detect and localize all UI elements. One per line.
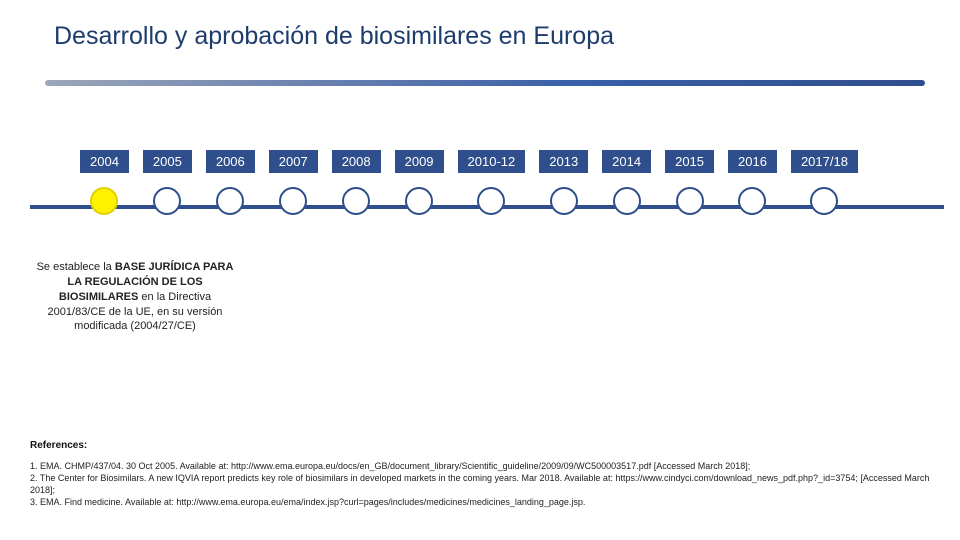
callout-text-pre: Se establece la xyxy=(37,261,115,273)
page-title: Desarrollo y aprobación de biosimilares … xyxy=(54,22,614,51)
timeline-dot xyxy=(279,187,307,215)
reference-line: 1. EMA. CHMP/437/04. 30 Oct 2005. Availa… xyxy=(30,460,940,472)
timeline-item: 2009 xyxy=(395,150,444,215)
timeline-dot xyxy=(550,187,578,215)
timeline-dot xyxy=(216,187,244,215)
year-box: 2014 xyxy=(602,150,651,173)
references-heading: References: xyxy=(30,440,87,451)
timeline-item: 2004 xyxy=(80,150,129,215)
timeline-dot xyxy=(405,187,433,215)
timeline: 2004 2005 2006 2007 2008 2009 2010-12 2 xyxy=(0,150,960,270)
timeline-dot xyxy=(676,187,704,215)
year-box: 2004 xyxy=(80,150,129,173)
year-box: 2015 xyxy=(665,150,714,173)
timeline-dot xyxy=(90,187,118,215)
timeline-items: 2004 2005 2006 2007 2008 2009 2010-12 2 xyxy=(80,150,940,270)
timeline-item: 2014 xyxy=(602,150,651,215)
year-box: 2008 xyxy=(332,150,381,173)
year-box: 2005 xyxy=(143,150,192,173)
year-box: 2016 xyxy=(728,150,777,173)
timeline-item: 2010-12 xyxy=(458,150,526,215)
callout-2004: Se establece la BASE JURÍDICA PARA LA RE… xyxy=(30,260,240,334)
timeline-dot xyxy=(342,187,370,215)
timeline-item: 2017/18 xyxy=(791,150,858,215)
timeline-dot xyxy=(613,187,641,215)
timeline-dot xyxy=(153,187,181,215)
title-underline xyxy=(45,80,925,86)
timeline-dot xyxy=(738,187,766,215)
timeline-item: 2006 xyxy=(206,150,255,215)
year-box: 2013 xyxy=(539,150,588,173)
year-box: 2009 xyxy=(395,150,444,173)
timeline-item: 2013 xyxy=(539,150,588,215)
year-box: 2010-12 xyxy=(458,150,526,173)
year-box: 2017/18 xyxy=(791,150,858,173)
timeline-item: 2007 xyxy=(269,150,318,215)
timeline-item: 2005 xyxy=(143,150,192,215)
year-box: 2006 xyxy=(206,150,255,173)
references-body: 1. EMA. CHMP/437/04. 30 Oct 2005. Availa… xyxy=(30,460,940,509)
timeline-item: 2015 xyxy=(665,150,714,215)
reference-line: 2. The Center for Biosimilars. A new IQV… xyxy=(30,472,940,496)
timeline-item: 2008 xyxy=(332,150,381,215)
year-box: 2007 xyxy=(269,150,318,173)
timeline-dot xyxy=(810,187,838,215)
reference-line: 3. EMA. Find medicine. Available at: htt… xyxy=(30,496,940,508)
timeline-item: 2016 xyxy=(728,150,777,215)
timeline-dot xyxy=(477,187,505,215)
